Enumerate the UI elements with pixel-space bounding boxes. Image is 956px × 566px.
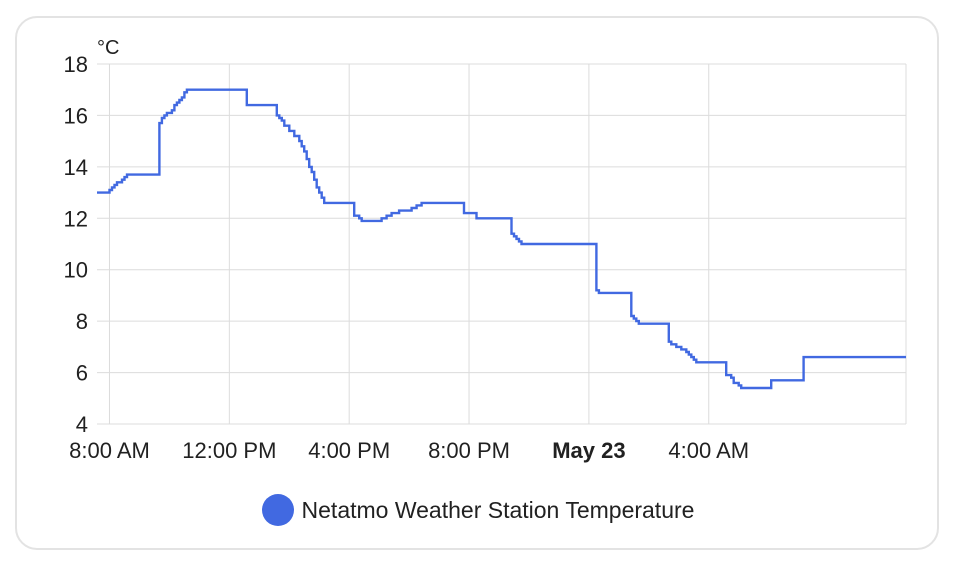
y-tick-label: 14 — [64, 155, 88, 180]
legend-label: Netatmo Weather Station Temperature — [301, 496, 695, 523]
x-tick-label: 4:00 PM — [308, 438, 390, 463]
series-line-temperature[interactable] — [97, 88, 906, 390]
x-tick-label: 4:00 AM — [668, 438, 749, 463]
x-tick-label: 12:00 PM — [182, 438, 276, 463]
y-tick-label: 6 — [76, 361, 88, 386]
grid-lines — [97, 63, 907, 425]
y-tick-label: 4 — [76, 412, 88, 437]
series-lines — [97, 88, 906, 390]
y-axis-ticks: 4 6 8 10 12 14 16 18 — [64, 52, 88, 437]
legend-color-swatch — [261, 494, 294, 526]
y-tick-label: 8 — [76, 309, 88, 334]
y-tick-label: 18 — [64, 52, 88, 77]
x-tick-label: May 23 — [552, 438, 625, 463]
y-axis-unit-label: °C — [97, 37, 119, 59]
x-tick-label: 8:00 AM — [69, 438, 150, 463]
chart-legend[interactable]: Netatmo Weather Station Temperature — [0, 494, 956, 526]
y-tick-label: 10 — [64, 258, 88, 283]
x-tick-label: 8:00 PM — [428, 438, 510, 463]
chart-card — [15, 16, 939, 550]
y-tick-label: 16 — [64, 103, 88, 128]
y-tick-label: 12 — [64, 206, 88, 231]
x-axis-ticks: 8:00 AM 12:00 PM 4:00 PM 8:00 PM May 23 4:00 … — [69, 438, 749, 463]
